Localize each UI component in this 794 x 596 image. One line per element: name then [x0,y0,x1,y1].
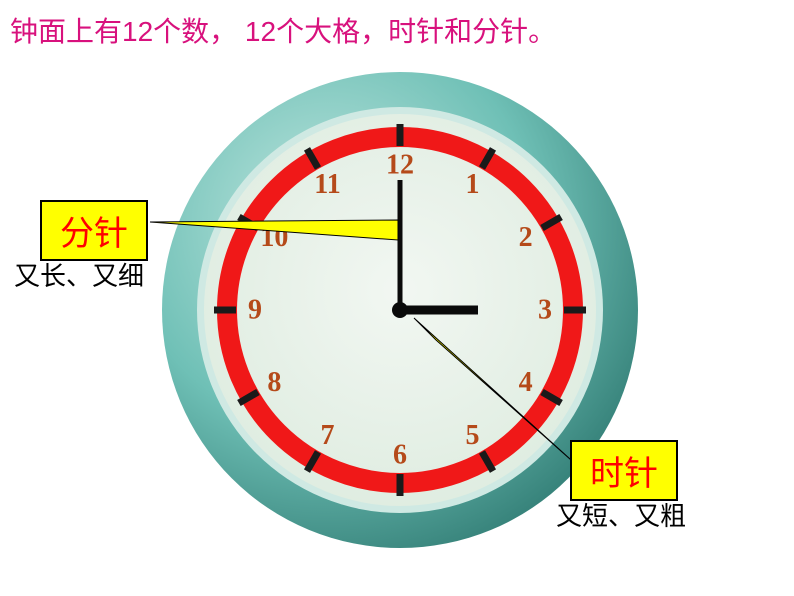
svg-text:1: 1 [466,169,480,200]
svg-text:3: 3 [538,295,552,326]
minute-hand-label: 分针 [40,200,148,261]
hour-hand-desc: 又短、又粗 [556,496,686,533]
page-title: 钟面上有12个数， 12个大格，时针和分针。 [10,10,556,50]
svg-text:6: 6 [393,440,407,471]
svg-text:9: 9 [248,295,262,326]
svg-text:11: 11 [314,169,340,200]
minute-hand-desc: 又长、又细 [14,256,144,293]
svg-text:2: 2 [519,222,533,253]
svg-text:12: 12 [386,150,414,181]
svg-text:5: 5 [466,420,480,451]
clock-svg: 121234567891011 [160,70,640,550]
svg-text:8: 8 [267,367,281,398]
svg-text:7: 7 [321,420,335,451]
clock: 121234567891011 [160,70,640,550]
svg-text:10: 10 [260,222,288,253]
hour-hand-label: 时针 [570,440,678,501]
svg-text:4: 4 [519,367,533,398]
